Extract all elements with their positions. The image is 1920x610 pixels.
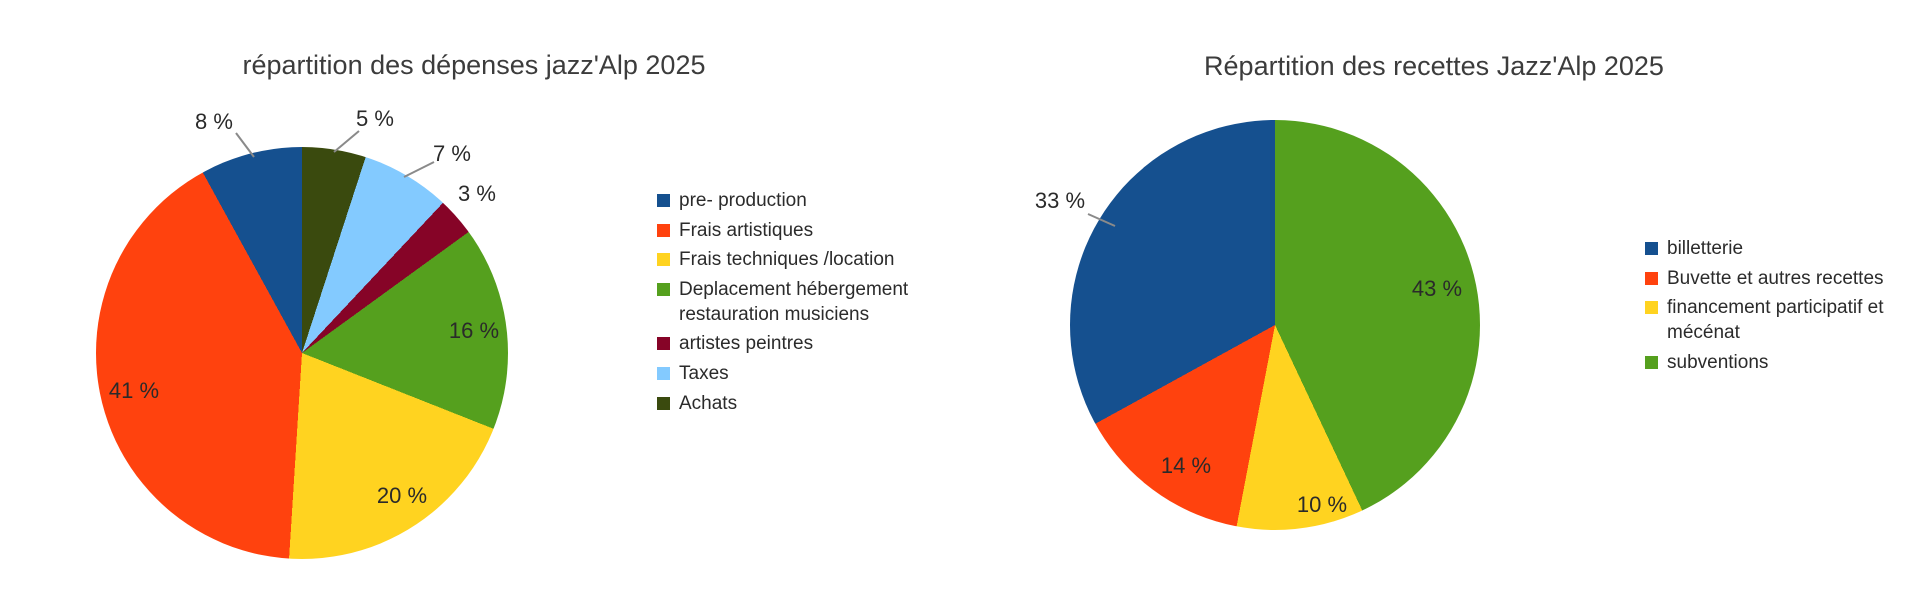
legend-color-swatch — [1645, 242, 1658, 255]
slice-percent-label: 7 % — [433, 141, 471, 166]
legend-item-label: Achats — [679, 392, 738, 414]
legend-item: pre- production — [657, 189, 921, 214]
legend-color-swatch — [657, 337, 670, 351]
slice-percent-label: 3 % — [458, 181, 496, 206]
revenues-chart-title: Répartition des recettes Jazz'Alp 2025 — [1204, 51, 1664, 81]
slice-percent-label: 10 % — [1296, 492, 1348, 517]
legend-item-label: billetterie — [1667, 238, 1744, 259]
legend-color-swatch — [657, 283, 670, 297]
legend-color-swatch — [657, 396, 670, 410]
legend-color-swatch — [657, 223, 670, 237]
legend-item-label: Frais artistiques — [679, 219, 814, 241]
legend-item-label: Taxes — [679, 363, 729, 385]
revenues-legend: billetterie Buvette et autres recettes f… — [1645, 237, 1909, 375]
slice-percent-label: 41 % — [108, 378, 160, 403]
legend-item-label: artistes peintres — [679, 333, 814, 355]
slice-percent-label: 16 % — [448, 318, 500, 343]
legend-item: billetterie — [1645, 237, 1909, 262]
legend-item-label: subventions — [1667, 351, 1769, 373]
legend-item-label: Deplacement hébergement restauration mus… — [679, 279, 909, 325]
legend-item-label: pre- production — [679, 190, 807, 211]
expenses-legend: pre- production Frais artistiques Frais … — [657, 189, 921, 417]
legend-item: Frais techniques /location — [657, 248, 921, 273]
legend-item: Buvette et autres recettes — [1645, 267, 1909, 292]
legend-color-swatch — [1645, 271, 1658, 285]
slice-percent-label: 8 % — [195, 109, 233, 134]
slice-percent-label: 14 % — [1160, 453, 1212, 478]
legend-item-label: financement participatif et mécénat — [1667, 297, 1884, 344]
legend-item: subventions — [1645, 351, 1909, 376]
slice-percent-label: 33 % — [1034, 188, 1086, 213]
legend-color-swatch — [657, 194, 670, 207]
legend-item: Deplacement hébergement restauration mus… — [657, 278, 921, 327]
slice-percent-label: 43 % — [1411, 276, 1463, 301]
legend-item: Frais artistiques — [657, 219, 921, 244]
legend-item: artistes peintres — [657, 332, 921, 357]
legend-item-label: Buvette et autres recettes — [1667, 267, 1884, 289]
legend-color-swatch — [657, 253, 670, 267]
legend-item-label: Frais techniques /location — [679, 249, 895, 271]
legend-item: financement participatif et mécénat — [1645, 296, 1909, 345]
legend-color-swatch — [657, 367, 670, 381]
expenses-pie[interactable] — [96, 147, 508, 559]
slice-percent-label: 5 % — [356, 106, 394, 131]
revenues-pie[interactable] — [1070, 120, 1480, 530]
legend-item: Achats — [657, 392, 921, 417]
expenses-chart-title: répartition des dépenses jazz'Alp 2025 — [242, 50, 706, 80]
legend-color-swatch — [1645, 355, 1658, 369]
legend-item: Taxes — [657, 362, 921, 387]
legend-color-swatch — [1645, 301, 1658, 315]
slice-percent-label: 20 % — [376, 483, 428, 508]
